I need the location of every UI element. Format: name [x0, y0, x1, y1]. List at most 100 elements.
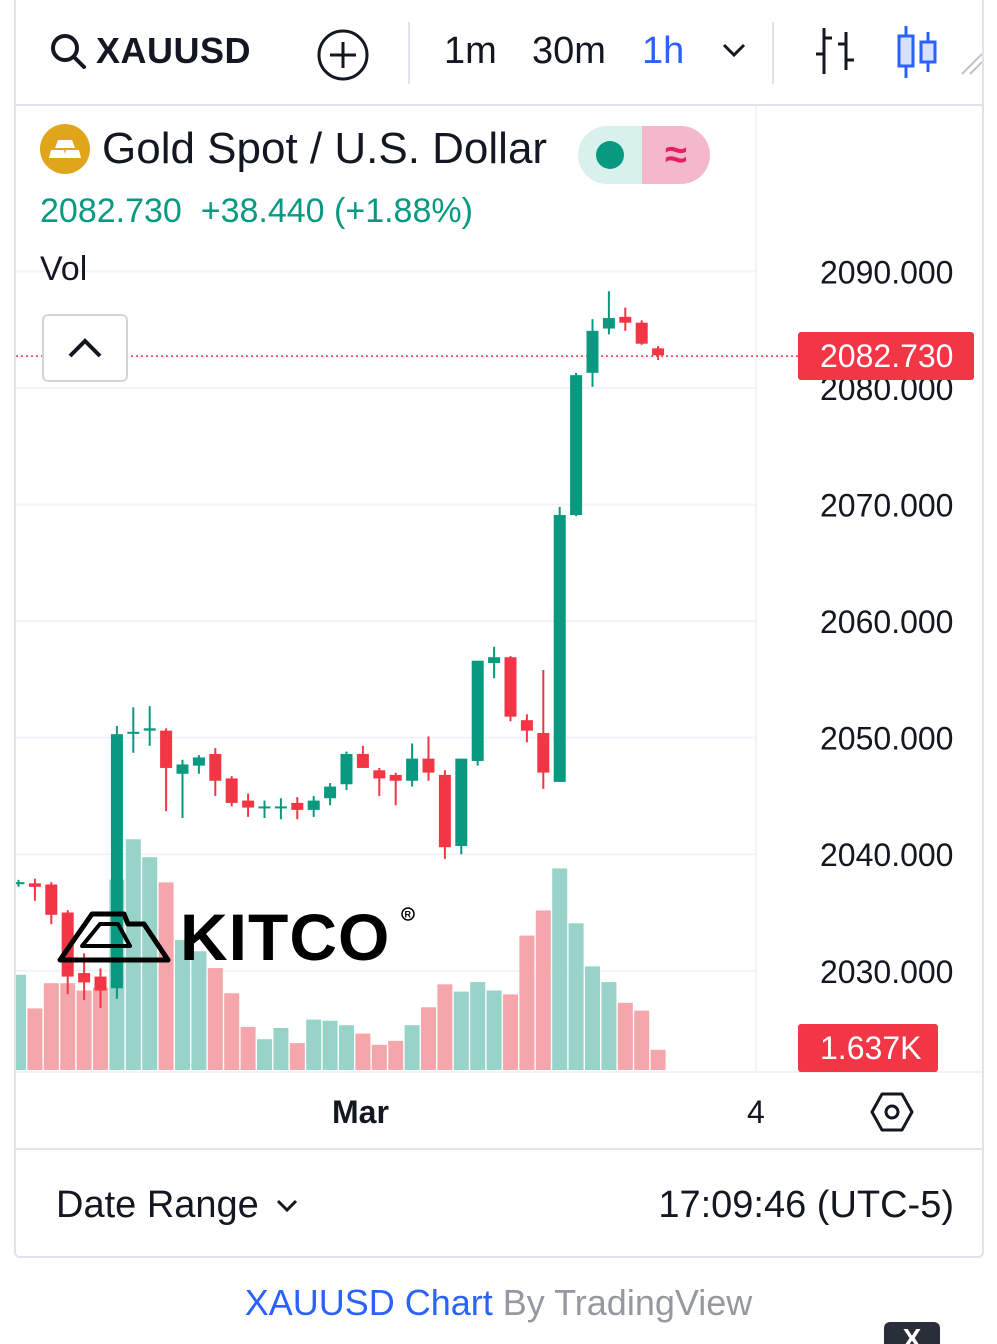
- chart-footer: Date Range 17:09:46 (UTC-5): [16, 1148, 982, 1256]
- status-dot-icon: [596, 141, 624, 169]
- volume-bar: [552, 868, 568, 1070]
- volume-bar: [43, 983, 59, 1070]
- volume-bar: [273, 1028, 289, 1070]
- x-label-4: 4: [747, 1094, 765, 1130]
- close-ad-button[interactable]: X: [884, 1322, 940, 1344]
- market-status-pill[interactable]: ≈: [578, 126, 710, 184]
- volume-bar: [16, 974, 26, 1070]
- collapse-legend-button[interactable]: [42, 314, 128, 382]
- candle-body: [635, 322, 648, 344]
- candle-body: [78, 973, 91, 983]
- volume-bar: [453, 991, 469, 1070]
- candle-body: [553, 515, 566, 782]
- price-chart[interactable]: 2090.0002080.0002070.0002060.0002050.000…: [16, 106, 982, 1148]
- candle-body: [209, 753, 222, 781]
- volume-bar: [585, 966, 600, 1070]
- volume-bar: [355, 1033, 371, 1070]
- volume-bar: [503, 994, 518, 1070]
- y-tick-label: 2070.000: [820, 488, 953, 524]
- volume-bar: [568, 923, 584, 1070]
- legend-title[interactable]: Gold Spot / U.S. Dollar: [40, 124, 547, 174]
- y-tick-label: 2030.000: [820, 954, 953, 990]
- toolbar-divider: [408, 22, 410, 84]
- symbol-search[interactable]: XAUUSD: [48, 30, 251, 72]
- compare-add-icon[interactable]: [316, 28, 370, 82]
- candle-body: [455, 758, 468, 847]
- candle-body: [94, 976, 107, 991]
- candle-body: [28, 883, 41, 887]
- interval-1h[interactable]: 1h: [642, 30, 685, 72]
- kitco-logo: KITCO R: [57, 900, 415, 968]
- volume-bar: [437, 984, 453, 1070]
- settings-icon[interactable]: [870, 1092, 914, 1132]
- candle-body: [504, 657, 517, 717]
- volume-bar: [617, 1002, 633, 1070]
- attribution: XAUUSD Chart By TradingView: [0, 1282, 997, 1324]
- interval-1m[interactable]: 1m: [444, 30, 497, 72]
- volume-bar: [535, 910, 551, 1070]
- candle-body: [356, 753, 369, 768]
- date-range-button[interactable]: Date Range: [56, 1184, 299, 1227]
- candle-body: [143, 728, 156, 731]
- candle-body: [61, 912, 74, 977]
- last-price-tag: 2082.730: [798, 332, 974, 381]
- volume-bar: [142, 857, 158, 1070]
- attribution-link[interactable]: XAUUSD Chart: [244, 1282, 493, 1323]
- candle-body: [471, 660, 484, 761]
- volume-bar: [388, 1040, 404, 1070]
- candle-body: [127, 731, 140, 734]
- volume-bar: [175, 940, 190, 1070]
- legend-price-line: 2082.730 +38.440 (+1.88%): [40, 192, 473, 231]
- toolbar: XAUUSD 1m 30m 1h: [16, 0, 982, 106]
- candle-body: [488, 657, 501, 664]
- candle-body: [16, 882, 25, 885]
- chevron-down-icon[interactable]: [721, 40, 747, 60]
- candle-body: [242, 800, 255, 808]
- candle-body: [373, 770, 386, 779]
- candle-body: [192, 757, 205, 766]
- volume-bar: [650, 1049, 666, 1070]
- x-label-mar: Mar: [332, 1094, 389, 1130]
- search-icon: [51, 34, 86, 69]
- candle-body: [570, 375, 583, 516]
- volume-bar: [125, 839, 141, 1070]
- clock-timezone[interactable]: 17:09:46 (UTC-5): [658, 1184, 954, 1226]
- candle-body: [520, 720, 533, 731]
- toolbar-divider: [772, 22, 774, 84]
- volume-bar: [240, 1026, 256, 1070]
- delayed-data-icon: ≈: [642, 126, 710, 184]
- volume-bar: [207, 968, 223, 1070]
- interval-30m[interactable]: 30m: [532, 30, 606, 72]
- candle-body: [160, 730, 173, 768]
- volume-bar: [60, 983, 76, 1070]
- volume-label: Vol: [40, 250, 88, 288]
- symbol-name: XAUUSD: [96, 30, 252, 71]
- volume-bar: [76, 990, 92, 1070]
- y-tick-label: 2060.000: [820, 604, 953, 640]
- bar-style-icon[interactable]: [812, 24, 858, 78]
- volume-bar: [371, 1044, 387, 1070]
- candle-body: [389, 774, 402, 781]
- volume-bar: [322, 1020, 338, 1070]
- volume-bar: [519, 935, 535, 1070]
- candle-style-icon[interactable]: [896, 24, 940, 80]
- candle-body: [438, 774, 451, 848]
- market-open-indicator: [578, 126, 642, 184]
- candle-body: [340, 753, 353, 785]
- candle-body: [422, 758, 435, 773]
- candle-body: [406, 758, 419, 781]
- candle-body: [537, 732, 550, 773]
- volume-bar: [158, 882, 174, 1070]
- candle-body: [602, 318, 615, 329]
- y-tick-label: 2040.000: [820, 837, 953, 873]
- candle-body: [619, 316, 632, 323]
- kitco-wordmark: KITCO: [180, 900, 390, 968]
- volume-tag: 1.637K: [798, 1024, 938, 1072]
- volume-bar: [470, 982, 486, 1070]
- volume-bar: [404, 1025, 420, 1070]
- candle-body: [291, 802, 304, 810]
- candle-body: [258, 806, 271, 809]
- volume-bar: [191, 951, 207, 1070]
- price-change: +38.440 (+1.88%): [200, 192, 473, 230]
- volume-bar: [634, 1010, 650, 1070]
